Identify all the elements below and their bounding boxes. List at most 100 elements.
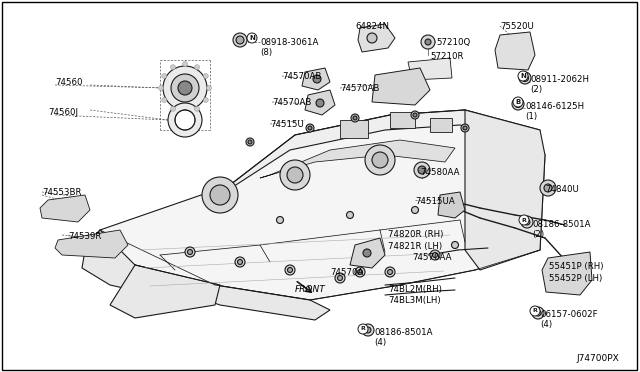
Circle shape xyxy=(287,267,292,273)
Circle shape xyxy=(171,74,199,102)
Text: 74560J: 74560J xyxy=(48,108,78,117)
Circle shape xyxy=(522,74,529,81)
Text: 74570AB: 74570AB xyxy=(340,84,380,93)
Polygon shape xyxy=(408,58,452,80)
Circle shape xyxy=(170,65,175,70)
Circle shape xyxy=(519,215,529,225)
Circle shape xyxy=(365,327,371,333)
Bar xyxy=(430,118,452,132)
Circle shape xyxy=(530,306,540,316)
Circle shape xyxy=(285,265,295,275)
Circle shape xyxy=(363,249,371,257)
Circle shape xyxy=(316,99,324,107)
Circle shape xyxy=(430,250,440,260)
Circle shape xyxy=(313,75,321,83)
Circle shape xyxy=(365,145,395,175)
Text: 57210R: 57210R xyxy=(430,52,463,61)
Text: 08186-8501A
(4): 08186-8501A (4) xyxy=(374,328,433,347)
Circle shape xyxy=(195,106,200,111)
Circle shape xyxy=(237,260,243,264)
Text: 74570AB: 74570AB xyxy=(272,98,312,107)
Polygon shape xyxy=(225,110,540,192)
Text: R: R xyxy=(532,308,538,314)
Circle shape xyxy=(248,140,252,144)
Text: 08186-8501A
(2): 08186-8501A (2) xyxy=(532,220,591,240)
Circle shape xyxy=(355,267,365,277)
Circle shape xyxy=(413,113,417,117)
Text: 74570AA: 74570AA xyxy=(412,253,451,262)
Circle shape xyxy=(461,124,469,132)
Circle shape xyxy=(308,126,312,130)
Circle shape xyxy=(513,97,523,107)
Text: J74700PX: J74700PX xyxy=(576,354,619,363)
Text: 64824N: 64824N xyxy=(355,22,389,31)
Circle shape xyxy=(178,81,192,95)
Circle shape xyxy=(544,184,552,192)
Text: N: N xyxy=(249,35,255,41)
Circle shape xyxy=(235,257,245,267)
Circle shape xyxy=(236,36,244,44)
Circle shape xyxy=(351,114,359,122)
Circle shape xyxy=(512,98,524,110)
Circle shape xyxy=(185,247,195,257)
Text: 74515UA: 74515UA xyxy=(415,197,455,206)
Polygon shape xyxy=(260,140,455,178)
Text: 08146-6125H
(1): 08146-6125H (1) xyxy=(525,102,584,121)
Circle shape xyxy=(463,126,467,130)
Circle shape xyxy=(362,324,374,336)
Circle shape xyxy=(337,276,342,280)
Polygon shape xyxy=(350,238,385,268)
Circle shape xyxy=(535,310,541,316)
Text: 57210Q: 57210Q xyxy=(436,38,470,47)
Text: 74840U: 74840U xyxy=(545,185,579,194)
Circle shape xyxy=(358,324,368,334)
Circle shape xyxy=(170,106,175,111)
Polygon shape xyxy=(372,68,430,105)
Bar xyxy=(340,120,368,138)
Polygon shape xyxy=(358,24,395,52)
Circle shape xyxy=(346,212,353,218)
Circle shape xyxy=(524,219,530,225)
Text: 74570AB: 74570AB xyxy=(282,72,321,81)
Text: FRONT: FRONT xyxy=(294,285,325,294)
Text: 06157-0602F
(4): 06157-0602F (4) xyxy=(540,310,598,329)
Circle shape xyxy=(425,39,431,45)
Text: 74553BR: 74553BR xyxy=(42,188,81,197)
Text: 08918-3061A
(8): 08918-3061A (8) xyxy=(260,38,318,57)
Circle shape xyxy=(202,177,238,213)
Polygon shape xyxy=(55,230,128,258)
Circle shape xyxy=(247,33,257,43)
Polygon shape xyxy=(305,90,335,115)
Circle shape xyxy=(418,166,426,174)
Text: R: R xyxy=(522,218,527,222)
Circle shape xyxy=(385,267,395,277)
Circle shape xyxy=(358,269,362,275)
Circle shape xyxy=(168,103,202,137)
Circle shape xyxy=(414,162,430,178)
Circle shape xyxy=(246,138,254,146)
Circle shape xyxy=(515,100,522,108)
Circle shape xyxy=(387,269,392,275)
Text: 55451P (RH): 55451P (RH) xyxy=(549,262,604,271)
Text: 74820R (RH): 74820R (RH) xyxy=(388,230,444,239)
Text: 74539R: 74539R xyxy=(68,232,101,241)
Text: 74515U: 74515U xyxy=(270,120,304,129)
Text: 08911-2062H
(2): 08911-2062H (2) xyxy=(530,75,589,94)
Text: 74560: 74560 xyxy=(55,78,83,87)
Polygon shape xyxy=(542,252,592,295)
Circle shape xyxy=(210,185,230,205)
Text: 55452P (LH): 55452P (LH) xyxy=(549,274,602,283)
Text: 75520U: 75520U xyxy=(500,22,534,31)
Circle shape xyxy=(162,97,166,103)
Circle shape xyxy=(163,66,207,110)
Circle shape xyxy=(233,33,247,47)
Bar xyxy=(390,112,415,128)
Circle shape xyxy=(159,86,163,90)
Text: 74BL3M(LH): 74BL3M(LH) xyxy=(388,296,440,305)
Circle shape xyxy=(433,253,438,257)
Text: B: B xyxy=(515,99,520,105)
Circle shape xyxy=(518,71,528,81)
Text: 74BL2M(RH): 74BL2M(RH) xyxy=(388,285,442,294)
Polygon shape xyxy=(200,285,330,320)
Circle shape xyxy=(162,74,166,78)
